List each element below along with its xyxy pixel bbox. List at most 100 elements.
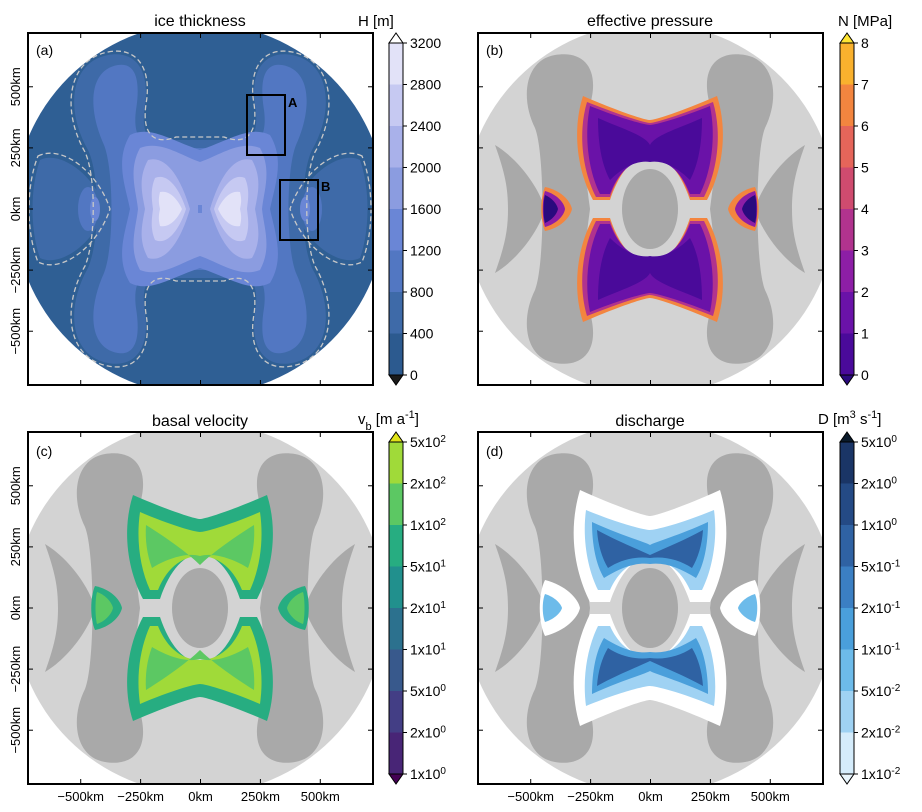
panel-title: effective pressure: [587, 13, 713, 30]
x-tick-label: 250km: [691, 789, 730, 804]
y-tick-label: −500km: [8, 707, 23, 754]
pressure-upper: [577, 96, 723, 200]
colorbar-tick-label: 2400: [410, 118, 441, 134]
x-tick-label: 250km: [241, 789, 280, 804]
colorbar-tick-label: 5x100: [861, 434, 897, 451]
panel-ticks-d: −500km −250km 0km 250km 500km: [478, 432, 823, 804]
colorbar-segment: [840, 250, 854, 292]
colorbar-label-d: D [m3 s-1]: [818, 409, 881, 428]
y-tick-label: −250km: [8, 646, 23, 693]
colorbar-label-b: N [MPa]: [838, 13, 892, 30]
panel-letter: (d): [486, 443, 503, 459]
colorbar-tick-label: 3200: [410, 35, 441, 51]
colorbar-tick-label: 5x101: [410, 558, 446, 575]
colorbar-extend-low: [839, 773, 855, 785]
x-tick-label: 500km: [301, 789, 340, 804]
colorbar-tick-label: 1x101: [410, 641, 446, 658]
y-tick-label: 250km: [8, 128, 23, 167]
colorbar-tick-label: 1: [861, 326, 869, 342]
velocity-lower: [127, 617, 273, 721]
colorbar-tick-label: 1x102: [410, 517, 446, 534]
panel-c: basal velocity (c): [27, 413, 374, 785]
colorbar-extend-high: [839, 431, 855, 443]
colorbar-label-c: vb [m a-1]: [358, 409, 419, 433]
colorbar-segment: [389, 333, 403, 375]
colorbar-segment: [840, 566, 854, 608]
colorbar-extend-low: [839, 374, 855, 386]
colorbar-tick-label: 2x10-2: [861, 724, 901, 741]
panel-title: basal velocity: [152, 413, 248, 430]
colorbar-tick-label: 0: [410, 367, 418, 383]
colorbar-tick-label: 2800: [410, 77, 441, 93]
colorbar-segment: [840, 84, 854, 126]
pressure-lower: [577, 218, 723, 322]
colorbar-label-a: H [m]: [358, 13, 394, 30]
colorbar-segment: [389, 250, 403, 292]
y-tick-label: 0km: [8, 596, 23, 621]
center-land: [622, 568, 678, 648]
colorbar-tick-label: 5x10-1: [861, 558, 901, 575]
region-box-b: [279, 179, 319, 241]
colorbar-tick-label: 5x100: [410, 683, 446, 700]
colorbar-tick-label: 1x100: [410, 766, 446, 783]
colorbar-segment: [389, 292, 403, 334]
discharge-lower: [573, 614, 727, 726]
colorbar-tick-label: 2x100: [861, 475, 897, 492]
y-tick-label: 250km: [8, 527, 23, 566]
colorbar-tick-label: 1x10-2: [861, 766, 901, 783]
panel-b: effective pressure (b): [477, 13, 824, 386]
panel-letter: (c): [36, 443, 52, 459]
colorbar-segment: [840, 167, 854, 209]
colorbar-c: 1x100 2x100 5x100 1x101 2x101 5x101 1x102 2x102…: [388, 431, 446, 785]
colorbar-b: 0 1 2 3 4 5 6 7 8: [839, 32, 869, 386]
center-patch: [198, 205, 202, 213]
colorbar-tick-label: 7: [861, 77, 869, 93]
colorbar-segment: [389, 566, 403, 608]
x-tick-label: 0km: [188, 789, 213, 804]
colorbar-segment: [389, 442, 403, 484]
colorbar-segment: [840, 209, 854, 251]
thickness-band-7: [158, 191, 242, 227]
panel-ticks-b: [478, 33, 823, 385]
colorbar-segment: [840, 649, 854, 691]
colorbar-tick-label: 4: [861, 201, 869, 217]
colorbar-segment: [389, 43, 403, 85]
discharge-side: [539, 580, 761, 636]
panel-title: discharge: [615, 413, 684, 430]
colorbar-segment: [840, 43, 854, 85]
colorbar-tick-label: 800: [410, 284, 434, 300]
y-tick-label: 500km: [8, 466, 23, 505]
panel-a: A B ice thickness (a): [27, 13, 374, 386]
colorbar-tick-label: 2: [861, 284, 869, 300]
x-tick-label: −250km: [117, 789, 164, 804]
colorbar-tick-label: 2x102: [410, 475, 446, 492]
discharge-upper: [573, 490, 727, 602]
colorbar-tick-label: 5: [861, 160, 869, 176]
colorbar-tick-label: 2x100: [410, 724, 446, 741]
colorbar-tick-label: 1x10-1: [861, 641, 901, 658]
colorbar-extend-low: [388, 773, 404, 785]
colorbar-segment: [389, 732, 403, 774]
colorbar-segment: [389, 608, 403, 650]
colorbar-segment: [389, 167, 403, 209]
colorbar-tick-label: 5x10-2: [861, 683, 901, 700]
colorbar-extend-high: [388, 32, 404, 44]
colorbar-tick-label: 1600: [410, 201, 441, 217]
colorbar-segment: [840, 126, 854, 168]
colorbar-tick-label: 5x102: [410, 434, 446, 451]
colorbar-segment: [389, 691, 403, 733]
colorbar-segment: [389, 84, 403, 126]
pressure-side: [541, 187, 759, 231]
panel-ticks-c: −500km 500km −250km 250km 0km 0km 250km −250km 5…: [8, 432, 373, 804]
region-box-a: [246, 94, 286, 156]
colorbar-extend-high: [839, 32, 855, 44]
colorbar-tick-label: 2x101: [410, 600, 446, 617]
colorbar-tick-label: 1x100: [861, 517, 897, 534]
colorbar-segment: [840, 608, 854, 650]
x-tick-label: −500km: [57, 789, 104, 804]
colorbar-segment: [389, 525, 403, 567]
colorbar-tick-label: 2000: [410, 160, 441, 176]
panel-d: discharge (d): [477, 413, 824, 785]
region-label-a: A: [288, 95, 298, 110]
